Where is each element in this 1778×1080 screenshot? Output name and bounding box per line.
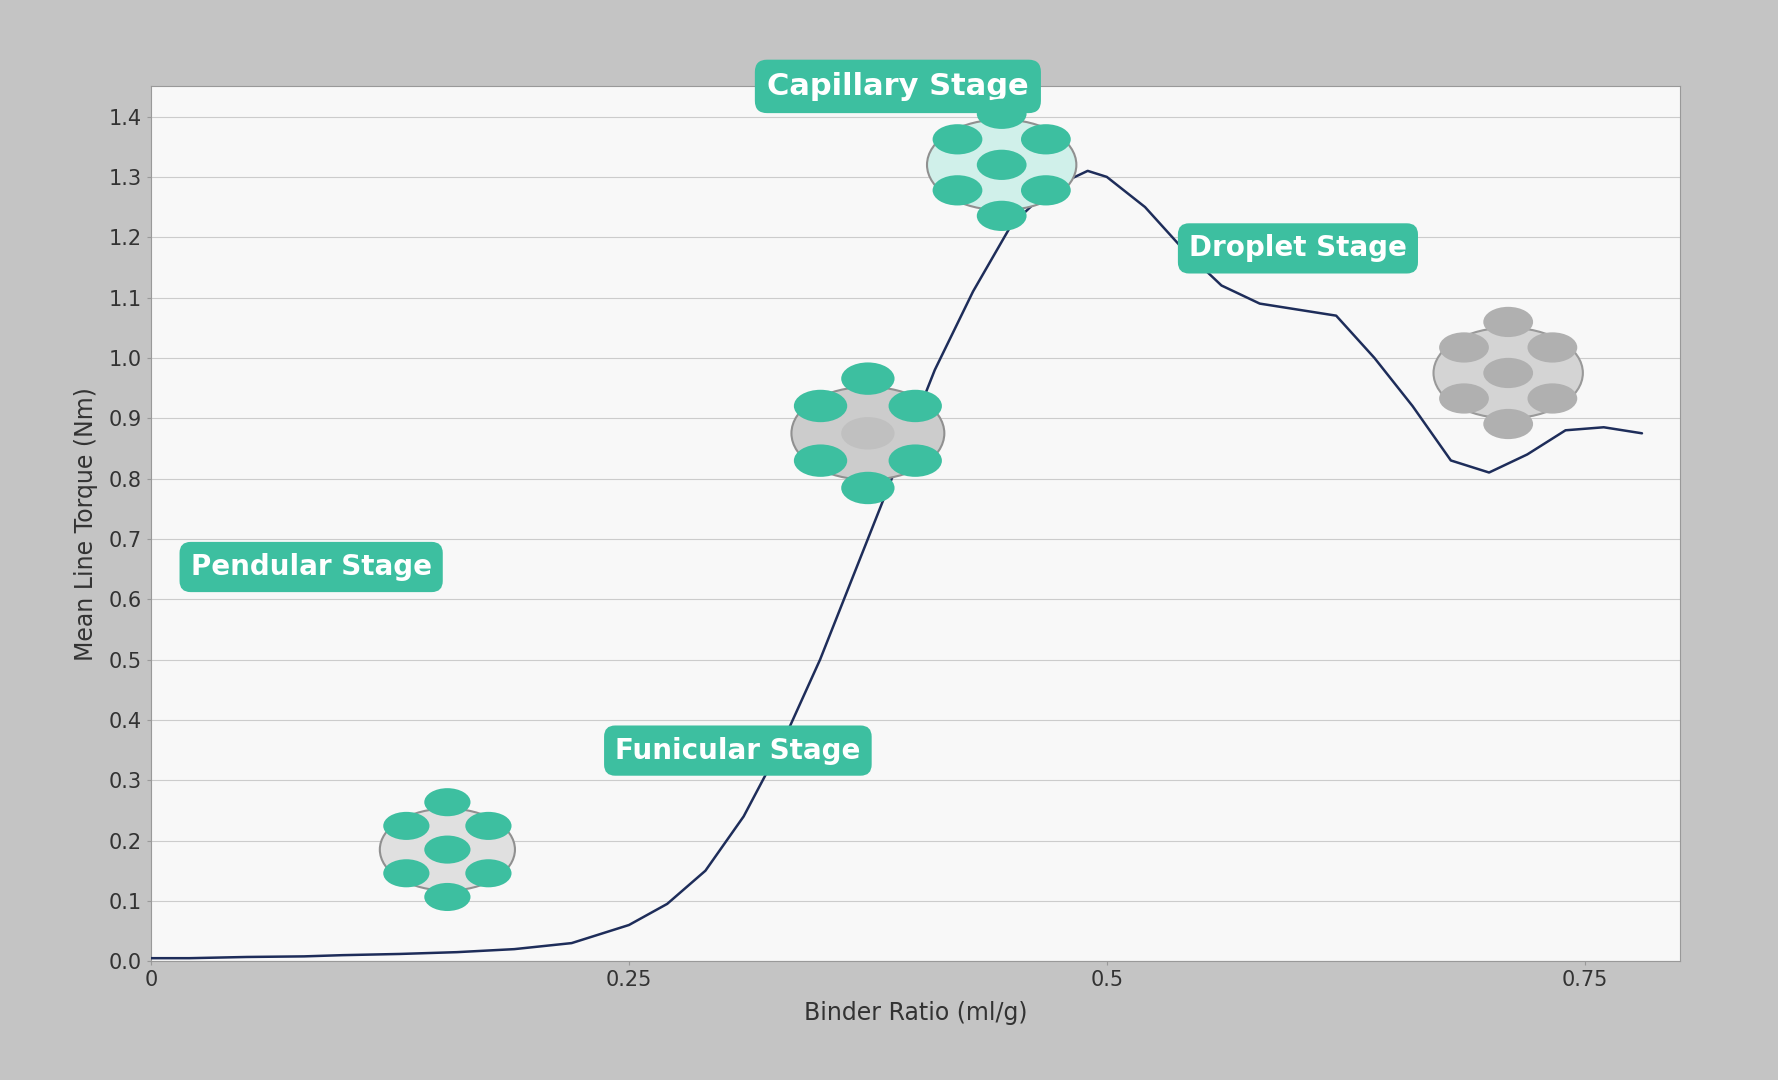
Y-axis label: Mean Line Torque (Nm): Mean Line Torque (Nm) bbox=[73, 387, 98, 661]
Text: Funicular Stage: Funicular Stage bbox=[615, 737, 861, 765]
Text: Capillary Stage: Capillary Stage bbox=[766, 72, 1029, 100]
X-axis label: Binder Ratio (ml/g): Binder Ratio (ml/g) bbox=[804, 1001, 1028, 1025]
Text: Droplet Stage: Droplet Stage bbox=[1189, 234, 1406, 262]
Text: Pendular Stage: Pendular Stage bbox=[190, 553, 432, 581]
